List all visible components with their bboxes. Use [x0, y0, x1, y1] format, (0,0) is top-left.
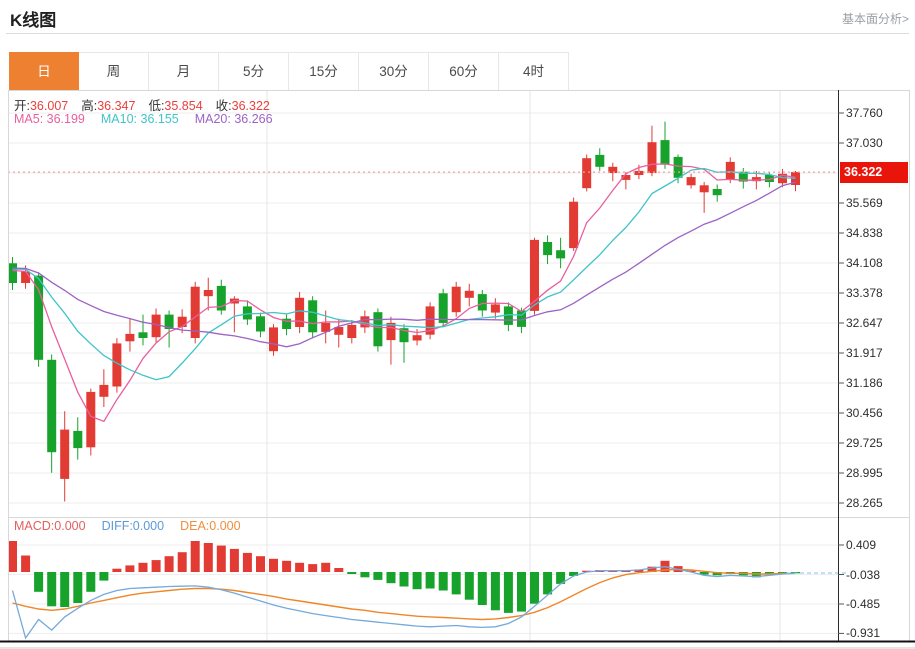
tab-日[interactable]: 日 [9, 52, 79, 90]
candles-group [8, 121, 800, 502]
close-value: 36.322 [231, 99, 270, 113]
tab-月[interactable]: 月 [149, 52, 219, 90]
open-label: 开: [14, 99, 30, 113]
close-label: 收: [215, 99, 232, 113]
ma10-line [12, 167, 796, 381]
high-value: 36.347 [97, 99, 136, 113]
ma5-legend: MA5: 36.199 [14, 112, 85, 126]
dea-line [12, 568, 796, 621]
ma5-line [12, 163, 796, 423]
diff-value: DIFF:0.000 [101, 519, 165, 533]
low-label: 低: [148, 99, 165, 113]
ohlc-legend: 开:36.007 高:36.347 低:35.854 收:36.322 [14, 95, 283, 114]
dea-value: DEA:0.000 [180, 519, 241, 533]
diff-line [11, 566, 796, 640]
ma-legend: MA5: 36.199 MA10: 36.155 MA20: 36.266 [14, 112, 273, 126]
tab-5分[interactable]: 5分 [219, 52, 289, 90]
ma20-legend: MA20: 36.266 [194, 112, 273, 126]
ma20-line [12, 181, 796, 348]
chart-borders [0, 90, 915, 649]
tab-60分[interactable]: 60分 [429, 52, 499, 90]
axis-ticks [838, 112, 844, 634]
page-title: K线图 [10, 11, 57, 30]
candlestick-chart[interactable] [0, 90, 915, 649]
ma10-legend: MA10: 36.155 [100, 112, 179, 126]
tab-30分[interactable]: 30分 [359, 52, 429, 90]
high-label: 高: [81, 99, 98, 113]
grid [8, 90, 838, 641]
macd-legend: MACD:0.000 DIFF:0.000 DEA:0.000 [14, 519, 241, 533]
tab-15分[interactable]: 15分 [289, 52, 359, 90]
tab-周[interactable]: 周 [79, 52, 149, 90]
macd-histogram [8, 541, 800, 613]
macd-value: MACD:0.000 [14, 519, 86, 533]
period-tabbar: 日周月 5分 15分 30分 60分 4时 [9, 52, 909, 91]
tab-4时[interactable]: 4时 [499, 52, 569, 90]
header-divider [6, 33, 909, 34]
fundamental-analysis-link[interactable]: 基本面分析> [841, 12, 909, 26]
low-value: 35.854 [164, 99, 203, 113]
open-value: 36.007 [29, 99, 69, 113]
